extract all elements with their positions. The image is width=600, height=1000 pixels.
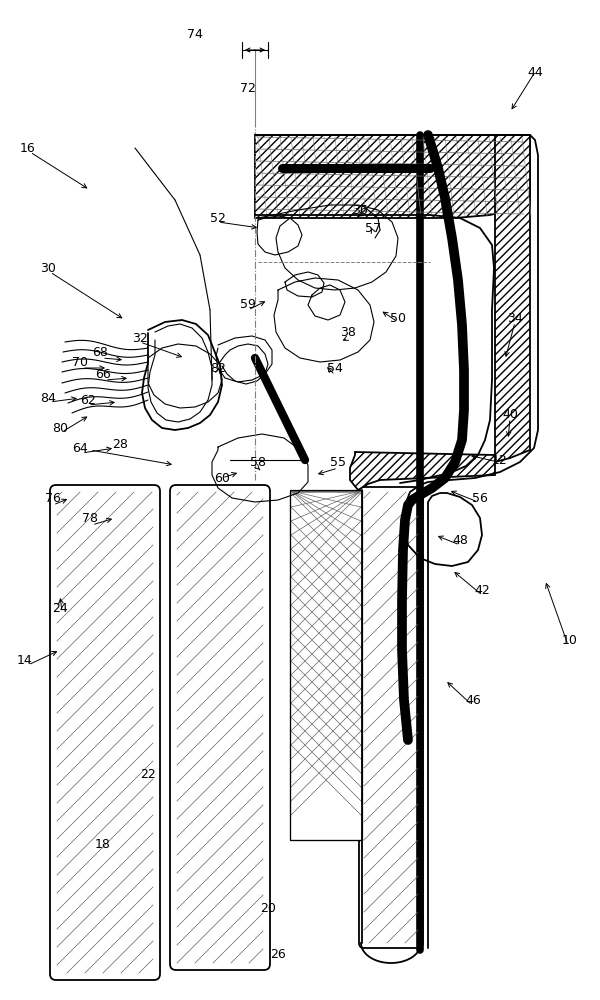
- Text: 30: 30: [40, 261, 56, 274]
- Text: 28: 28: [112, 438, 128, 452]
- Text: 44: 44: [527, 66, 543, 79]
- Polygon shape: [255, 135, 530, 218]
- Text: 26: 26: [270, 948, 286, 962]
- Text: 36: 36: [352, 204, 368, 217]
- Text: 68: 68: [92, 346, 108, 359]
- Text: 59: 59: [240, 298, 256, 312]
- Text: 54: 54: [327, 361, 343, 374]
- Text: 24: 24: [52, 601, 68, 614]
- Text: 50: 50: [390, 312, 406, 324]
- Text: 84: 84: [40, 391, 56, 404]
- Text: 57: 57: [365, 222, 381, 234]
- FancyBboxPatch shape: [359, 487, 423, 948]
- Text: 60: 60: [214, 472, 230, 485]
- Text: 32: 32: [132, 332, 148, 344]
- Text: 42: 42: [474, 584, 490, 596]
- FancyBboxPatch shape: [50, 485, 160, 980]
- Text: 38: 38: [340, 326, 356, 338]
- Text: 40: 40: [502, 408, 518, 422]
- Text: 66: 66: [95, 368, 111, 381]
- Text: 80: 80: [52, 422, 68, 434]
- Text: 82: 82: [210, 361, 226, 374]
- Text: 76: 76: [45, 491, 61, 504]
- Text: 70: 70: [72, 356, 88, 368]
- Polygon shape: [350, 452, 495, 490]
- Text: 48: 48: [452, 534, 468, 546]
- Bar: [290, 490, 362, 840]
- Text: 55: 55: [330, 456, 346, 468]
- Text: 74: 74: [187, 28, 203, 41]
- Text: 72: 72: [240, 82, 256, 95]
- Text: 20: 20: [260, 902, 276, 914]
- Polygon shape: [495, 135, 530, 462]
- Text: 10: 10: [562, 634, 578, 647]
- Text: 78: 78: [82, 512, 98, 524]
- Text: 46: 46: [465, 694, 481, 706]
- Text: 52: 52: [210, 212, 226, 225]
- Text: 14: 14: [17, 654, 33, 666]
- Text: 22: 22: [140, 768, 156, 782]
- Text: 64: 64: [72, 442, 88, 454]
- Text: 58: 58: [250, 456, 266, 468]
- FancyBboxPatch shape: [170, 485, 270, 970]
- Text: 18: 18: [95, 838, 111, 852]
- Text: 34: 34: [507, 312, 523, 324]
- Text: 56: 56: [472, 491, 488, 504]
- Text: 62: 62: [80, 393, 96, 406]
- Text: 16: 16: [20, 141, 36, 154]
- Text: 12: 12: [492, 454, 508, 466]
